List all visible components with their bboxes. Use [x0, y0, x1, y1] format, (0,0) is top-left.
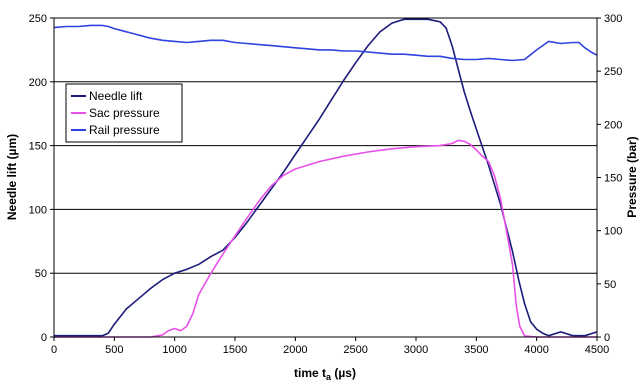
y-right-tick-label: 250: [604, 66, 622, 78]
x-axis: 0 500 1000 1500 2000 2500 3000 3500 4000 4500: [51, 337, 609, 356]
y-right-tick-label: 50: [604, 279, 616, 291]
legend-label-sac-pressure: Sac pressure: [89, 106, 160, 120]
y-axis-right: 0 50 100 150 200 250 300: [597, 13, 622, 344]
y-left-tick-label: 200: [29, 77, 47, 89]
x-axis-label: time ta (µs): [294, 366, 356, 382]
y-right-tick-label: 150: [604, 173, 622, 185]
x-tick-label: 1500: [223, 344, 247, 356]
y-axis-left-label: Needle lift (µm): [5, 134, 19, 220]
x-tick-label: 500: [105, 344, 123, 356]
x-tick-label: 4000: [524, 344, 548, 356]
rail-pressure-line: [53, 24, 598, 62]
legend-label-needle-lift: Needle lift: [89, 89, 143, 103]
x-tick-label: 3500: [464, 344, 488, 356]
x-tick-label: 3000: [404, 344, 428, 356]
y-left-tick-label: 0: [41, 332, 47, 344]
y-right-tick-label: 200: [604, 119, 622, 131]
x-tick-label: 4500: [585, 344, 609, 356]
legend-items: Needle lift Sac pressure Rail pressure: [71, 89, 160, 137]
y-axis-right-label: Pressure (bar): [625, 136, 639, 217]
x-axis-label-unit: (µs): [331, 366, 356, 380]
series-lines: [53, 18, 598, 338]
x-tick-label: 1000: [162, 344, 186, 356]
y-axis-left: 0 50 100 150 200 250: [29, 13, 54, 344]
plot-area: [54, 18, 597, 337]
y-left-tick-label: 100: [29, 204, 47, 216]
x-axis-label-main: time t: [294, 366, 326, 380]
x-axis-label-sub: a: [326, 372, 332, 382]
y-left-tick-label: 250: [29, 13, 47, 25]
y-right-tick-label: 100: [604, 226, 622, 238]
y-left-tick-label: 150: [29, 141, 47, 153]
y-right-tick-label: 0: [604, 332, 610, 344]
y-right-tick-label: 300: [604, 13, 622, 25]
needle-lift-line: [54, 18, 598, 337]
legend-label-rail-pressure: Rail pressure: [89, 123, 160, 137]
sac-pressure-line: [54, 139, 597, 338]
x-tick-label: 2000: [283, 344, 307, 356]
gridlines: [54, 81, 597, 274]
y-left-tick-label: 50: [35, 268, 47, 280]
x-tick-label: 0: [51, 344, 57, 356]
legend: Needle lift Sac pressure Rail pressure: [65, 83, 183, 143]
x-tick-label: 2500: [343, 344, 367, 356]
